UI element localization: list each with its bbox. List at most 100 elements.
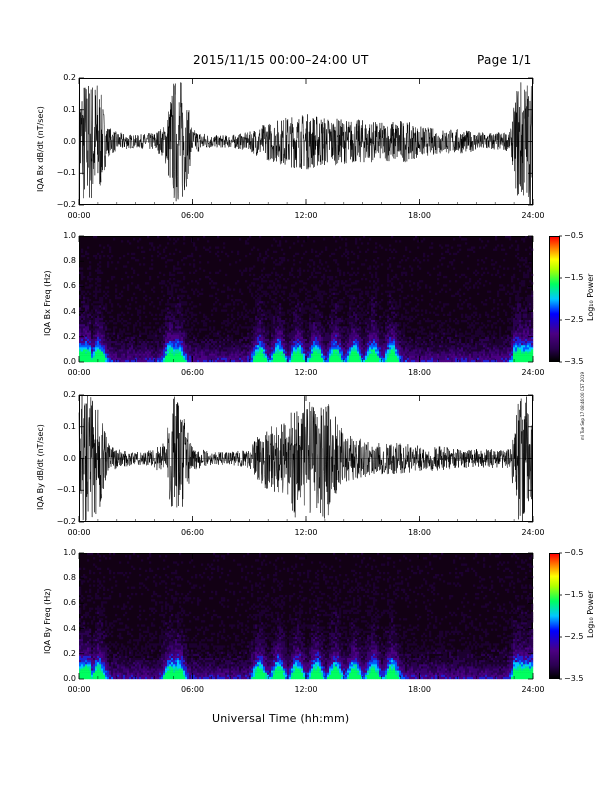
spec-cell bbox=[109, 336, 112, 340]
spec-cell bbox=[163, 250, 166, 253]
spec-cell bbox=[381, 355, 384, 358]
spec-cell bbox=[107, 322, 110, 325]
spec-cell bbox=[367, 343, 370, 346]
spec-cell bbox=[153, 336, 156, 340]
spec-cell bbox=[333, 315, 336, 319]
spec-cell bbox=[401, 286, 404, 289]
spec-cell bbox=[371, 307, 374, 310]
spec-cell bbox=[353, 317, 356, 321]
spec-cell bbox=[369, 349, 372, 352]
spec-cell bbox=[203, 315, 206, 319]
spec-cell bbox=[401, 315, 404, 319]
spec-cell bbox=[141, 341, 144, 344]
spec-cell bbox=[81, 273, 84, 277]
spec-cell bbox=[185, 345, 188, 348]
spec-cell bbox=[319, 303, 322, 306]
spec-cell bbox=[375, 267, 378, 270]
spec-cell bbox=[451, 351, 454, 354]
spec-cell bbox=[237, 345, 240, 348]
spec-cell bbox=[85, 324, 88, 327]
spec-cell bbox=[173, 355, 176, 358]
spec-cell bbox=[275, 250, 278, 253]
spec-cell bbox=[441, 252, 444, 256]
spec-cell bbox=[359, 351, 362, 354]
spec-cell bbox=[265, 311, 268, 314]
spec-cell bbox=[253, 282, 256, 285]
spec-cell bbox=[363, 341, 366, 344]
spec-cell bbox=[245, 345, 248, 348]
spec-cell bbox=[345, 334, 348, 337]
spec-cell bbox=[351, 273, 354, 277]
spec-cell bbox=[449, 252, 452, 256]
spec-cell bbox=[113, 355, 116, 358]
spec-cell bbox=[123, 328, 126, 331]
spec-cell bbox=[447, 332, 450, 335]
spec-cell bbox=[215, 353, 218, 356]
spec-cell bbox=[377, 336, 380, 340]
spec-cell bbox=[251, 343, 254, 346]
spec-cell bbox=[201, 341, 204, 344]
spec-cell bbox=[367, 267, 370, 270]
spec-cell bbox=[235, 322, 238, 325]
spec-cell bbox=[331, 357, 334, 361]
spec-cell bbox=[157, 250, 160, 253]
spec-cell bbox=[289, 338, 292, 342]
spec-cell bbox=[263, 311, 266, 314]
spec-cell bbox=[185, 355, 188, 358]
spec-cell bbox=[323, 338, 326, 342]
spec-cell bbox=[325, 324, 328, 327]
spec-cell bbox=[253, 332, 256, 335]
spec-cell bbox=[185, 324, 188, 327]
spec-cell bbox=[227, 313, 230, 316]
spec-cell bbox=[423, 338, 426, 342]
spec-cell bbox=[287, 347, 290, 350]
spec-cell bbox=[277, 330, 280, 333]
spec-cell bbox=[79, 345, 82, 348]
spec-cell bbox=[391, 290, 394, 293]
spec-cell bbox=[371, 315, 374, 319]
spec-cell bbox=[227, 353, 230, 356]
spec-cell bbox=[459, 357, 462, 361]
spec-cell bbox=[347, 284, 350, 287]
spec-cell bbox=[335, 292, 338, 295]
spec-cell bbox=[265, 250, 268, 253]
spec-cell bbox=[89, 317, 92, 321]
spec-cell bbox=[447, 265, 450, 268]
spec-cell bbox=[229, 349, 232, 352]
spec-cell bbox=[317, 290, 320, 293]
spec-cell bbox=[171, 330, 174, 333]
spec-cell bbox=[455, 252, 458, 256]
spec-cell bbox=[277, 359, 280, 363]
spec-cell bbox=[169, 326, 172, 329]
spec-cell bbox=[197, 359, 200, 363]
spec-cell bbox=[259, 328, 262, 331]
spec-cell bbox=[143, 351, 146, 354]
spec-cell bbox=[307, 299, 310, 302]
spec-cell bbox=[177, 303, 180, 306]
spec-cell bbox=[319, 280, 322, 283]
spec-cell bbox=[411, 288, 414, 291]
spec-cell bbox=[321, 326, 324, 329]
spec-cell bbox=[385, 336, 388, 340]
spec-cell bbox=[333, 357, 336, 361]
spec-cell bbox=[215, 271, 218, 274]
spec-cell bbox=[345, 292, 348, 295]
spec-cell bbox=[241, 271, 244, 274]
spec-cell bbox=[397, 341, 400, 344]
spec-cell bbox=[255, 343, 258, 346]
spec-cell bbox=[443, 275, 446, 279]
spec-cell bbox=[113, 317, 116, 321]
spec-cell bbox=[275, 313, 278, 316]
spec-cell bbox=[313, 355, 316, 358]
spec-cell bbox=[255, 326, 258, 329]
spec-cell bbox=[451, 357, 454, 361]
spec-cell bbox=[441, 349, 444, 352]
spec-cell bbox=[365, 317, 368, 321]
spec-cell bbox=[399, 355, 402, 358]
spec-cell bbox=[393, 324, 396, 327]
spec-cell bbox=[309, 259, 312, 262]
spec-cell bbox=[415, 334, 418, 337]
spec-cell bbox=[377, 278, 380, 281]
spec-cell bbox=[137, 284, 140, 287]
spec-cell bbox=[83, 311, 86, 314]
